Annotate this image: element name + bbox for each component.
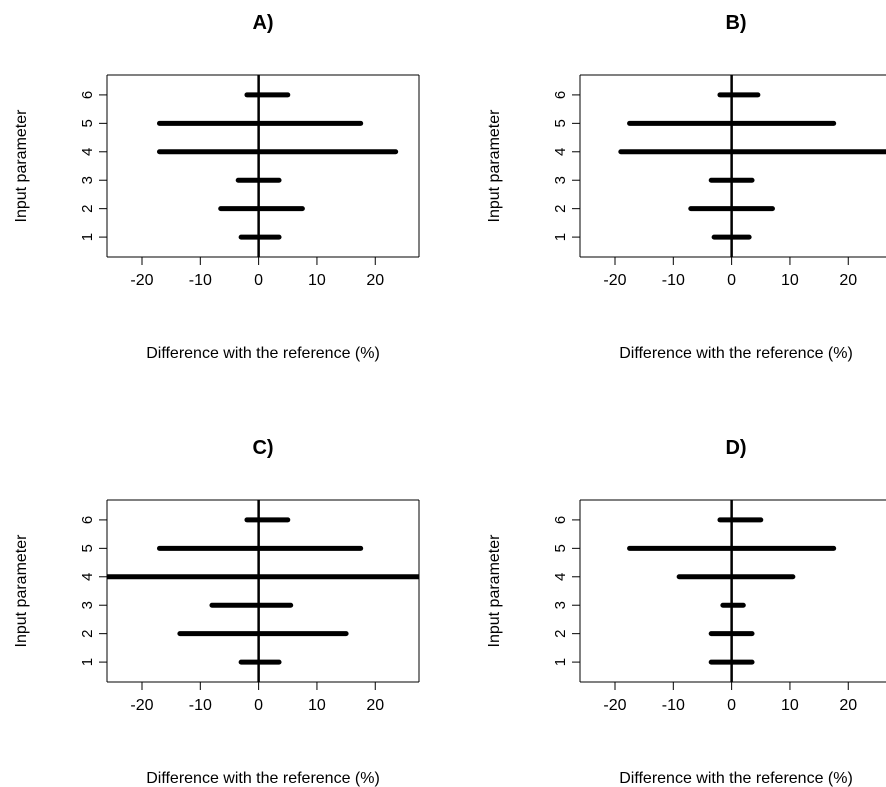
x-tick-label: 10 — [781, 272, 799, 289]
x-axis-label: Difference with the reference (%) — [619, 345, 853, 362]
x-tick-label: -20 — [130, 697, 153, 714]
y-tick-label: 5 — [79, 119, 96, 127]
x-tick-label: 0 — [727, 272, 736, 289]
y-tick-label: 4 — [79, 148, 96, 156]
panel-c: C) -20 -10 0 10 20 1 2 3 4 5 6 Difference with the r… — [13, 437, 420, 787]
y-tick-label: 6 — [79, 91, 96, 99]
panel-title-d: D) — [725, 437, 746, 459]
x-tick-label: 0 — [254, 697, 263, 714]
y-tick-label: 1 — [79, 658, 96, 666]
y-tick-label: 5 — [552, 119, 569, 127]
x-axis-label: Difference with the reference (%) — [146, 345, 380, 362]
y-tick-label: 3 — [79, 601, 96, 609]
y-tick-label: 4 — [552, 148, 569, 156]
y-tick-label: 1 — [552, 658, 569, 666]
x-tick-label: -10 — [662, 697, 685, 714]
panel-d: D) -20 -10 0 10 20 1 2 3 4 5 6 Difference with the r… — [486, 437, 886, 787]
y-tick-label: 3 — [79, 176, 96, 184]
y-tick-label: 2 — [552, 204, 569, 212]
data-area-b — [618, 75, 886, 257]
x-tick-label: 0 — [254, 272, 263, 289]
panel-title-a: A) — [252, 12, 273, 34]
y-tick-label: 5 — [552, 544, 569, 552]
y-tick-label: 4 — [552, 573, 569, 581]
panel-title-b: B) — [725, 12, 746, 34]
y-tick-label: 5 — [79, 544, 96, 552]
y-tick-label: 3 — [552, 176, 569, 184]
y-axis-label: Input parameter — [13, 109, 30, 223]
y-axis-label: Input parameter — [13, 534, 30, 648]
y-tick-label: 2 — [79, 629, 96, 637]
y-tick-label: 4 — [79, 573, 96, 581]
y-tick-label: 6 — [552, 516, 569, 524]
y-tick-label: 1 — [79, 233, 96, 241]
data-area-a — [156, 75, 399, 257]
x-tick-label: 0 — [727, 697, 736, 714]
data-area-d — [627, 500, 837, 682]
x-axis-label: Difference with the reference (%) — [146, 770, 380, 787]
x-tick-label: 10 — [781, 697, 799, 714]
x-tick-label: 20 — [366, 697, 384, 714]
x-tick-label: 20 — [839, 697, 857, 714]
y-axis-label: Input parameter — [486, 109, 503, 223]
x-tick-label: -10 — [662, 272, 685, 289]
x-tick-label: 20 — [366, 272, 384, 289]
data-area-c — [107, 500, 419, 682]
y-tick-label: 6 — [79, 516, 96, 524]
x-tick-label: -20 — [603, 697, 626, 714]
y-tick-label: 3 — [552, 601, 569, 609]
x-tick-label: -20 — [130, 272, 153, 289]
y-tick-label: 6 — [552, 91, 569, 99]
x-tick-label: 10 — [308, 272, 326, 289]
x-tick-label: 10 — [308, 697, 326, 714]
x-axis-label: Difference with the reference (%) — [619, 770, 853, 787]
y-tick-label: 1 — [552, 233, 569, 241]
y-axis-label: Input parameter — [486, 534, 503, 648]
y-tick-label: 2 — [79, 204, 96, 212]
x-tick-label: -10 — [189, 697, 212, 714]
y-tick-label: 2 — [552, 629, 569, 637]
x-tick-label: 20 — [839, 272, 857, 289]
panel-b: B) -20 -10 0 10 20 1 2 3 4 5 6 Difference with the r… — [486, 12, 886, 362]
x-tick-label: -20 — [603, 272, 626, 289]
panel-a: A) -20 -10 0 10 20 1 2 3 4 5 6 Difference with the r… — [13, 12, 420, 362]
x-tick-label: -10 — [189, 272, 212, 289]
panel-title-c: C) — [252, 437, 273, 459]
